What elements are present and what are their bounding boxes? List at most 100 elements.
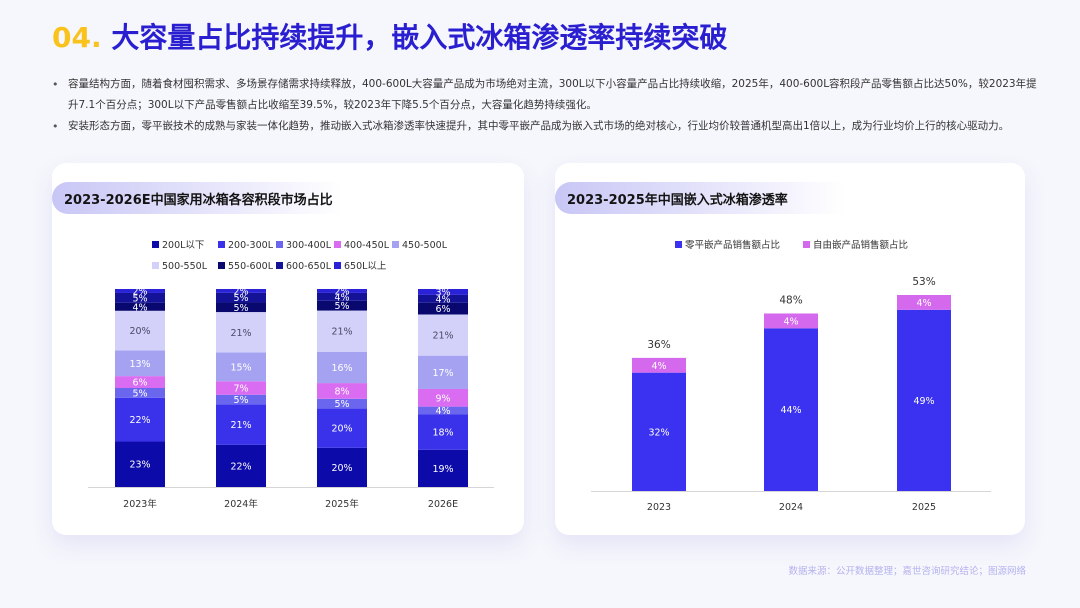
bar-segment xyxy=(115,397,165,442)
bar-segment xyxy=(418,314,468,356)
x-tick-label: 2025 xyxy=(912,502,936,513)
data-label: 2% xyxy=(334,286,349,297)
data-label: 4% xyxy=(334,292,349,303)
data-label: 4% xyxy=(435,406,450,417)
title-text: 大容量占比持续提升，嵌入式冰箱渗透率持续突破 xyxy=(101,21,728,54)
bar-segment xyxy=(317,292,367,301)
capacity-stacked-bar-chart: 200L以下 200-300L 300-400L 400-450L 450-500L 50… xyxy=(88,240,494,510)
data-label: 4% xyxy=(916,298,931,309)
legend-label: 600-650L xyxy=(286,261,332,272)
bar-segment xyxy=(216,352,266,382)
data-label: 5% xyxy=(334,399,349,410)
data-label: 5% xyxy=(132,388,147,399)
legend-label: 200-300L xyxy=(228,240,274,251)
embedded-chart-card: 2023-2025年中国嵌入式冰箱渗透率 零平嵌产品销售额占比 自由嵌产品销售额占… xyxy=(555,163,1025,535)
legend-label: 300-400L xyxy=(286,240,332,251)
total-label: 53% xyxy=(912,276,935,288)
bar-segment xyxy=(216,312,266,353)
legend-swatch xyxy=(152,262,159,269)
data-label: 5% xyxy=(233,293,248,304)
x-tick-label: 2025年 xyxy=(325,498,359,510)
bar-segment xyxy=(897,295,951,310)
data-label: 23% xyxy=(129,460,150,471)
legend-label: 500-550L xyxy=(162,261,208,272)
legend-swatch xyxy=(392,241,399,248)
bar-segment xyxy=(764,328,818,491)
data-label: 2% xyxy=(132,286,147,297)
legend-label: 400-450L xyxy=(344,240,390,251)
bar-segment xyxy=(897,309,951,491)
legend-label: 自由嵌产品销售额占比 xyxy=(813,239,908,251)
bar-segment xyxy=(216,404,266,445)
bar-segment xyxy=(317,300,367,311)
data-label: 5% xyxy=(132,293,147,304)
bar-segment xyxy=(317,310,367,352)
data-label: 9% xyxy=(435,393,450,404)
data-label: 3% xyxy=(435,287,450,298)
legend-swatch xyxy=(334,262,341,269)
bar-segment xyxy=(418,289,468,295)
data-label: 18% xyxy=(432,428,453,439)
legend-swatch xyxy=(218,241,225,248)
page-title: 04. 大容量占比持续提升，嵌入式冰箱渗透率持续突破 xyxy=(52,16,727,56)
data-label: 5% xyxy=(233,303,248,314)
bar-segment xyxy=(317,398,367,409)
legend-label: 550-600L xyxy=(228,261,274,272)
source-note: 数据来源：公开数据整理；嘉世咨询研究结论；图源网络 xyxy=(788,566,1026,577)
bar-segment xyxy=(216,394,266,405)
data-label: 6% xyxy=(132,378,147,389)
bar-segment xyxy=(216,381,266,395)
data-label: 5% xyxy=(334,301,349,312)
bar-segment xyxy=(216,292,266,303)
bar-segment xyxy=(115,289,165,293)
legend-label: 650L以上 xyxy=(344,261,387,272)
card-header: 2023-2025年中国嵌入式冰箱渗透率 xyxy=(555,182,845,214)
x-tick-label: 2024 xyxy=(779,502,803,513)
card-title: 2023-2026E中国家用冰箱各容积段市场占比 xyxy=(64,193,333,208)
data-label: 22% xyxy=(129,415,150,426)
data-label: 22% xyxy=(230,461,251,472)
data-label: 4% xyxy=(783,316,798,327)
bar-segment xyxy=(115,441,165,487)
legend-swatch xyxy=(276,262,283,269)
bar-segment xyxy=(317,447,367,487)
total-label: 36% xyxy=(647,339,670,351)
data-label: 4% xyxy=(651,361,666,372)
capacity-chart-card: 2023-2026E中国家用冰箱各容积段市场占比 200L以下 200-300L 3… xyxy=(52,163,524,535)
legend-label: 200L以下 xyxy=(162,240,204,251)
bar-segment xyxy=(115,302,165,311)
bar-segment xyxy=(418,414,468,450)
bullet-item: 容量结构方面，随着食材囤积需求、多场景存储需求持续释放，400-600L大容量产… xyxy=(52,74,1042,116)
bar-segment xyxy=(632,357,686,373)
bar-segment xyxy=(115,292,165,303)
bar-segment xyxy=(418,449,468,487)
data-label: 4% xyxy=(435,294,450,305)
bar-segment xyxy=(115,376,165,388)
bullet-item: 安装形态方面，零平嵌技术的成熟与家装一体化趋势，推动嵌入式冰箱渗透率快速提升，其… xyxy=(52,116,1042,137)
card-title: 2023-2025年中国嵌入式冰箱渗透率 xyxy=(567,193,788,208)
data-label: 8% xyxy=(334,386,349,397)
x-tick-label: 2026E xyxy=(428,499,458,510)
x-tick-label: 2024年 xyxy=(224,498,258,510)
data-label: 5% xyxy=(233,395,248,406)
bar-segment xyxy=(317,289,367,293)
legend-swatch xyxy=(218,262,225,269)
data-label: 4% xyxy=(132,302,147,313)
bar-segment xyxy=(418,388,468,407)
data-label: 15% xyxy=(230,362,251,373)
legend-swatch xyxy=(276,241,283,248)
bar-segment xyxy=(764,313,818,329)
bar-segment xyxy=(115,350,165,377)
bar-segment xyxy=(216,289,266,293)
legend-swatch xyxy=(152,241,159,248)
bar-segment xyxy=(216,444,266,487)
data-label: 32% xyxy=(648,427,669,438)
data-label: 2% xyxy=(233,286,248,297)
x-tick-label: 2023 xyxy=(647,502,671,513)
embedded-stacked-bar-chart: 零平嵌产品销售额占比 自由嵌产品销售额占比 32% 4% 36% 2023 44% 4% 48%… xyxy=(591,239,991,513)
data-label: 19% xyxy=(432,464,453,475)
data-label: 17% xyxy=(432,368,453,379)
bar-segment xyxy=(115,310,165,351)
bar-segment xyxy=(418,355,468,389)
bar-segment xyxy=(418,294,468,303)
